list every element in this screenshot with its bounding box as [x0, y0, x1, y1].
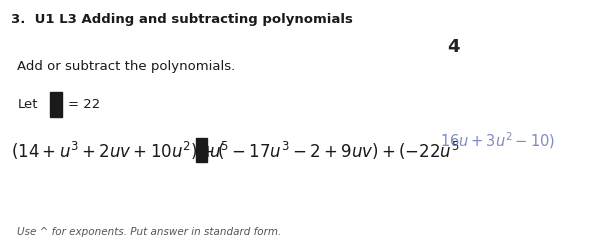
Text: 3.  U1 L3 Adding and subtracting polynomials: 3. U1 L3 Adding and subtracting polynomi…: [11, 12, 353, 26]
Text: = 22: = 22: [68, 97, 100, 110]
Text: Add or subtract the polynomials.: Add or subtract the polynomials.: [17, 60, 235, 73]
Text: 4: 4: [448, 38, 460, 56]
Text: $16u + 3u^2 - 10)$: $16u + 3u^2 - 10)$: [440, 130, 556, 150]
FancyBboxPatch shape: [196, 138, 207, 162]
Text: $(14 + u^3 + 2uv + 10u^2) + ($: $(14 + u^3 + 2uv + 10u^2) + ($: [11, 139, 224, 161]
Text: $u^5 - 17u^3 - 2 + 9uv) + (-22u^5$: $u^5 - 17u^3 - 2 + 9uv) + (-22u^5$: [209, 139, 460, 161]
Text: Let: Let: [17, 97, 38, 110]
FancyBboxPatch shape: [50, 92, 62, 118]
Text: Use ^ for exponents. Put answer in standard form.: Use ^ for exponents. Put answer in stand…: [17, 226, 282, 236]
